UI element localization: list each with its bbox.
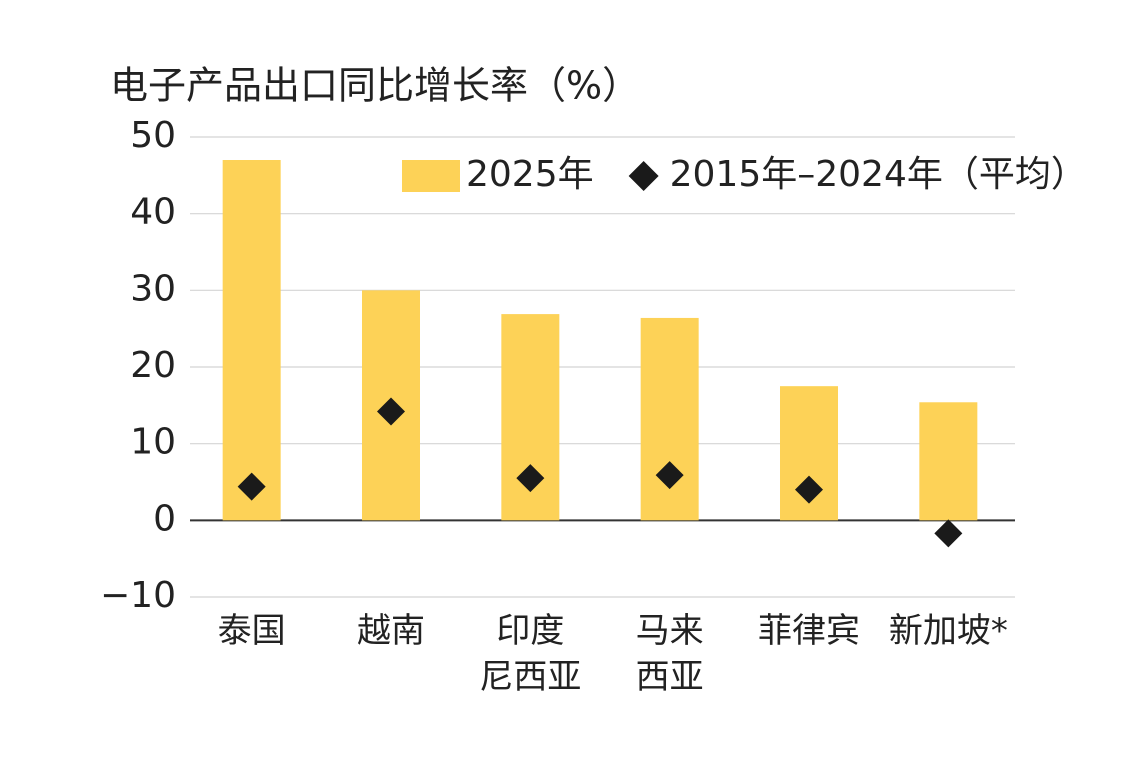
chart-title: 电子产品出口同比增长率（%） [110,64,640,108]
y-tick-label: 40 [130,192,176,233]
y-tick-label: 20 [130,345,176,386]
y-tick-label: 30 [130,268,176,309]
diamond-marker [377,397,405,426]
bar [919,402,978,521]
bar [640,317,699,521]
x-tick-label: 新加坡* [889,611,1008,651]
diamond-marker [516,464,545,493]
diamond-marker [934,519,963,548]
x-tick-label: 泰国 [218,611,286,651]
legend-swatch [402,160,460,192]
bar [222,160,281,521]
y-tick-label: 0 [153,498,176,539]
diamond-marker [795,475,823,504]
diamond-marker [655,461,684,490]
legend-marker [628,161,659,191]
x-tick-label: 越南 [357,611,425,651]
x-tick-label: 菲律宾 [758,611,860,651]
legend: 2025年 2015年–2024年（平均） [402,154,1087,195]
x-tick-label: 印度尼西亚 [479,611,581,697]
y-tick-label: 10 [130,422,176,463]
diamond-marker [237,472,266,501]
legend-label: 2015年–2024年（平均） [670,154,1087,195]
y-tick-label: 50 [130,115,176,156]
y-tick-label: −10 [100,575,176,616]
legend-label: 2025年 [466,154,594,195]
x-tick-label: 马来西亚 [636,611,704,697]
